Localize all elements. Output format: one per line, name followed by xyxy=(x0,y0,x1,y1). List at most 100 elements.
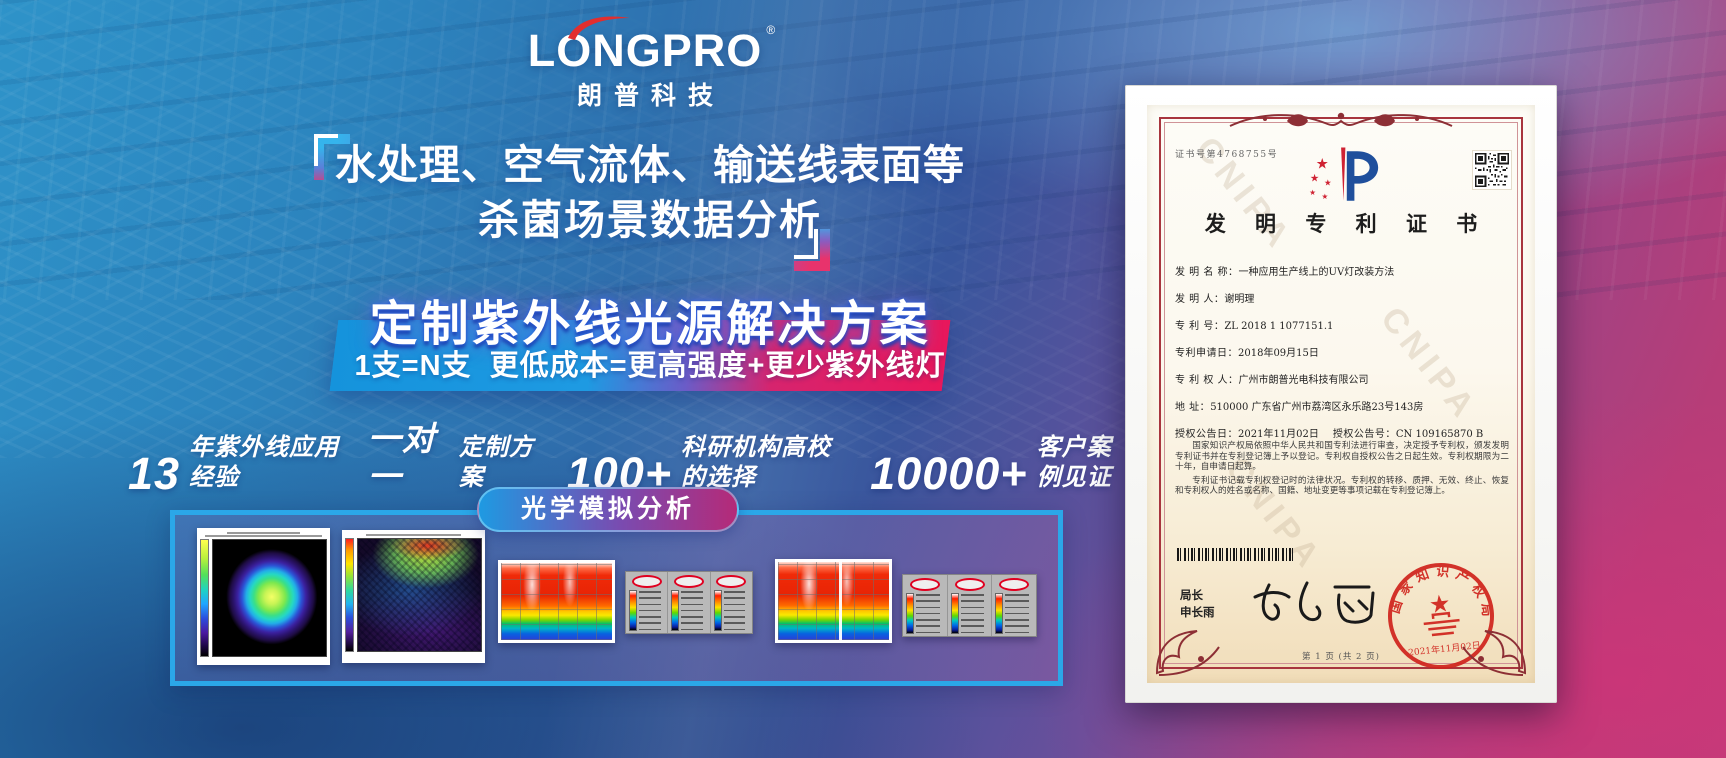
director-block: 局长 申长雨 xyxy=(1180,588,1215,622)
legend-cell xyxy=(903,575,948,636)
svg-text:★: ★ xyxy=(1309,188,1316,197)
stat-label: 客户案例见证 xyxy=(1036,434,1112,491)
heatmap-plot xyxy=(212,539,327,657)
stat-label: 年紫外线应用经验 xyxy=(189,434,340,491)
svg-text:★: ★ xyxy=(1322,192,1329,201)
director-signature xyxy=(1253,581,1375,624)
banner-title: 定制紫外线光源解决方案 xyxy=(369,298,931,351)
simulation-image-irradiance-scatter xyxy=(342,530,485,663)
grant-date: 授权公告日：2021年11月02日 xyxy=(1175,429,1319,440)
logo-wordmark: LONGPRO ® xyxy=(527,16,775,76)
field-grant-row: 授权公告日：2021年11月02日 授权公告号：CN 109165870 B xyxy=(1175,421,1509,448)
legend-cell xyxy=(948,575,993,636)
legend-cell xyxy=(711,572,752,633)
stat-value: 10000+ xyxy=(870,448,1028,499)
legal-paragraph-1: 国家知识产权局依照中华人民共和国专利法进行审查，决定授予专利权，颁发发明专利证书… xyxy=(1175,441,1509,473)
tick-labels xyxy=(639,590,664,631)
simulation-image-legend-panel-b xyxy=(902,574,1037,637)
field-inventor: 发 明 人：谢明理 xyxy=(1175,294,1255,305)
corner-flourish-icon xyxy=(1155,630,1220,676)
stat-one-on-one: 一对一 定制方案 xyxy=(368,420,540,496)
qr-code-pattern xyxy=(1475,153,1509,187)
stat-value: 一对一 xyxy=(367,420,436,495)
tick-labels xyxy=(723,590,749,631)
tick-labels xyxy=(1005,593,1033,634)
field-patent-number: 专 利 号：ZL 2018 1 1077151.1 xyxy=(1175,321,1334,332)
close-quote-inner xyxy=(794,229,818,259)
svg-text:★: ★ xyxy=(1324,179,1332,189)
stat-label: 科研机构高校的选择 xyxy=(681,434,832,491)
svg-text:★: ★ xyxy=(1316,156,1329,172)
grid-overlay xyxy=(778,562,889,640)
highlight-ellipse xyxy=(999,578,1030,591)
patent-certificate: CNIPA CNIPA CNIPA 证书号第4768755号 ★ ★ ★ ★ xyxy=(1147,105,1535,683)
highlight-ellipse xyxy=(631,575,662,588)
banner-subtitle: 1支=N支 更低成本=更高强度+更少紫外线灯 xyxy=(354,350,946,382)
highlight-ellipse xyxy=(954,578,985,591)
open-quote-bracket-icon xyxy=(314,134,350,180)
qr-code xyxy=(1473,151,1511,189)
colorbar xyxy=(671,590,680,631)
optical-simulation-pill: 光学模拟分析 xyxy=(477,487,739,532)
legend-cell xyxy=(992,575,1036,636)
certificate-title: 发 明 专 利 证 书 xyxy=(1204,211,1489,236)
top-ornament-icon xyxy=(1229,112,1453,127)
tick-labels xyxy=(916,593,944,634)
stats-row: 13 年紫外线应用经验 一对一 定制方案 100+ 科研机构高校的选择 1000… xyxy=(128,420,1128,496)
stat-label: 定制方案 xyxy=(458,434,534,491)
chart-caption-line xyxy=(205,535,322,537)
headline-line1: 水处理、空气流体、输送线表面等 xyxy=(335,142,965,188)
grant-number: 授权公告号：CN 109165870 B xyxy=(1332,429,1484,440)
simulation-image-uv-heatmap-a xyxy=(498,560,615,643)
field-invention-name: 发 明 名 称：一种应用生产线上的UV灯改装方法 xyxy=(1175,267,1395,278)
tick-labels xyxy=(960,593,989,634)
simulation-image-uv-heatmap-b xyxy=(775,559,892,643)
grid-overlay xyxy=(501,563,612,640)
corner-flourish-icon xyxy=(1462,630,1527,676)
highlight-ellipse xyxy=(673,575,704,588)
headline-line2: 杀菌场景数据分析 xyxy=(478,197,822,243)
legend-cell xyxy=(668,572,711,633)
heatmap-plot xyxy=(501,563,612,640)
official-seal: 国家知识产权局 ★ 2021年11月02日 xyxy=(1385,560,1495,669)
logo-subbrand: 朗普科技 xyxy=(576,82,725,110)
heatmap-plot xyxy=(357,538,482,652)
stat-customers: 10000+ 客户案例见证 xyxy=(870,433,1128,496)
field-application-date: 专利申请日：2018年09月15日 xyxy=(1175,348,1319,359)
legend-cell xyxy=(626,572,669,633)
chart-caption-line xyxy=(365,534,462,536)
field-address: 地 址：510000 广东省广州市荔湾区永乐路23号143房 xyxy=(1175,402,1424,413)
headline: 水处理、空气流体、输送线表面等 杀菌场景数据分析 xyxy=(115,141,1185,244)
chart-caption-line xyxy=(226,532,301,534)
colorbar xyxy=(200,539,209,657)
simulation-image-legend-panel-a xyxy=(625,571,753,634)
registered-mark: ® xyxy=(766,23,777,37)
colorbar xyxy=(906,593,914,634)
barcode xyxy=(1177,548,1295,561)
certificate-number: 证书号第4768755号 xyxy=(1175,150,1279,160)
stat-value: 13 xyxy=(128,448,181,499)
colorbar xyxy=(713,590,722,631)
certificate-fields: 发 明 名 称：一种应用生产线上的UV灯改装方法 发 明 人：谢明理 专 利 号… xyxy=(1175,259,1509,448)
director-label: 局长 xyxy=(1180,590,1203,602)
colorbar xyxy=(345,538,354,652)
legal-paragraph-2: 专利证书记载专利权登记时的法律状况。专利权的转移、质押、无效、终止、恢复和专利权… xyxy=(1175,475,1509,497)
colorbar xyxy=(629,590,637,631)
noise-overlay xyxy=(358,539,481,651)
panel-divider xyxy=(839,562,843,640)
open-quote-inner xyxy=(314,134,338,166)
beam-blob xyxy=(213,540,326,656)
open-quote-outer xyxy=(314,134,350,180)
logo: LONGPRO ® 朗普科技 xyxy=(505,16,785,112)
certificate-legal-text: 国家知识产权局依照中华人民共和国专利法进行审查，决定授予专利权，颁发发明专利证书… xyxy=(1175,441,1509,500)
logo-brand-text: LONGPRO xyxy=(527,25,763,76)
heatmap-plot xyxy=(778,562,889,640)
highlight-ellipse xyxy=(909,578,940,591)
field-patentee: 专 利 权 人：广州市朗普光电科技有限公司 xyxy=(1175,375,1369,386)
svg-text:★: ★ xyxy=(1310,173,1319,185)
stat-experience: 13 年紫外线应用经验 xyxy=(128,433,341,496)
colorbar xyxy=(995,593,1004,634)
colorbar xyxy=(950,593,959,634)
director-name: 申长雨 xyxy=(1180,607,1215,619)
